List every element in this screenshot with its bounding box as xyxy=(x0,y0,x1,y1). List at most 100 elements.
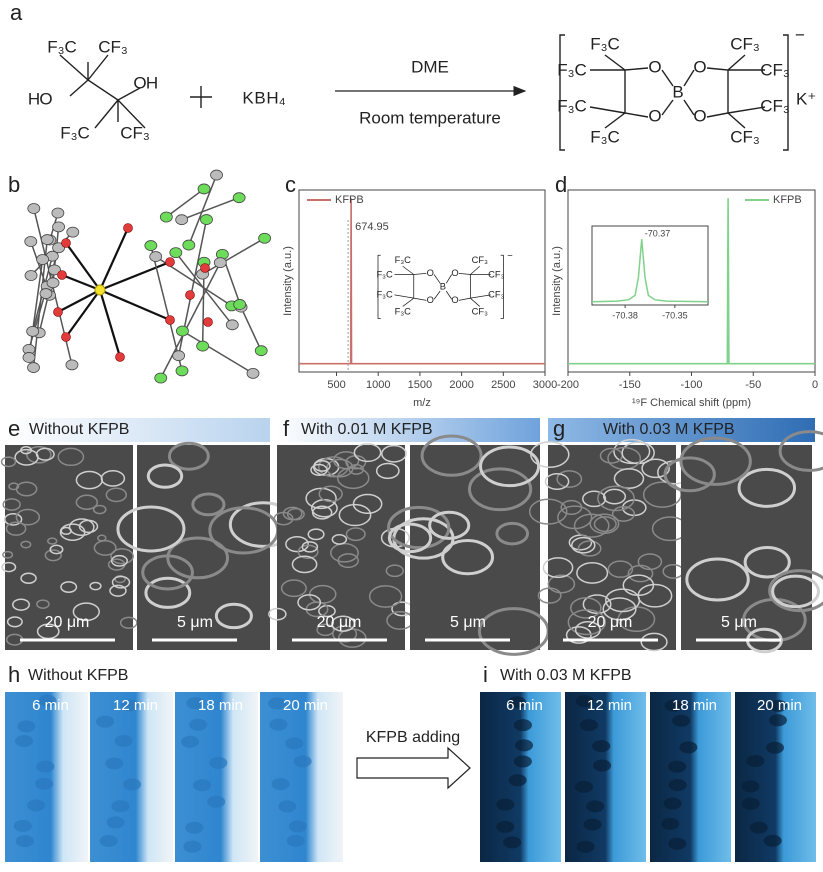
sem-texture xyxy=(166,536,230,580)
reagent-atom: H₄ xyxy=(266,88,285,107)
sem-texture xyxy=(743,545,791,579)
sem-texture xyxy=(60,581,78,593)
atom xyxy=(48,264,61,276)
sem-texture xyxy=(268,607,287,621)
optical-texture xyxy=(207,795,226,808)
optical-texture xyxy=(668,778,687,791)
product-group: F₃C xyxy=(590,127,620,146)
inset-peak-label: -70.37 xyxy=(645,228,671,238)
sem-texture xyxy=(637,583,673,608)
inset-x-tick-label: -70.35 xyxy=(662,310,688,320)
sem-texture xyxy=(381,444,407,463)
optical-texture xyxy=(193,779,212,792)
reactant-bonds xyxy=(59,54,212,129)
process-arrow-shape xyxy=(356,746,471,790)
sem-texture xyxy=(611,505,636,522)
x-axis-label: m/z xyxy=(413,397,431,409)
optical-texture xyxy=(575,780,594,793)
x-tick-label: 3000 xyxy=(533,379,557,391)
atom xyxy=(210,169,223,181)
sem-texture xyxy=(105,487,127,503)
sem-texture xyxy=(479,445,541,488)
sem-texture xyxy=(109,584,127,597)
optical-texture xyxy=(593,759,612,772)
reactant-atom: H xyxy=(146,73,158,92)
x-tick-label: 0 xyxy=(812,379,818,391)
oxygen-atom xyxy=(165,315,175,325)
atom xyxy=(22,352,36,363)
time-label: 20 min xyxy=(757,697,802,714)
sem-texture xyxy=(428,510,471,540)
sem-texture xyxy=(93,540,117,556)
time-label: 18 min xyxy=(672,697,717,714)
optical-texture xyxy=(13,819,32,832)
sem-texture xyxy=(602,597,637,621)
bond xyxy=(99,288,171,322)
product-oxygen: O xyxy=(648,106,661,125)
sem-title: Without KFPB xyxy=(29,421,129,438)
crystal-structure xyxy=(22,169,272,384)
sem-texture xyxy=(285,535,309,553)
sem-texture xyxy=(20,572,37,584)
sem-texture xyxy=(737,467,797,508)
sem-texture xyxy=(332,625,358,643)
sem-texture xyxy=(582,490,607,508)
sem-texture xyxy=(310,463,328,476)
atom xyxy=(40,234,54,245)
sem-texture xyxy=(420,434,483,477)
optical-image xyxy=(565,692,646,862)
optical-texture xyxy=(111,800,130,813)
optical-texture xyxy=(769,699,788,712)
sem-texture xyxy=(385,564,404,578)
optical-image xyxy=(650,692,731,862)
optical-image xyxy=(5,692,88,862)
product-group: CF₃ xyxy=(730,127,760,146)
sem-texture xyxy=(36,599,50,609)
optical-texture xyxy=(15,734,34,747)
atom xyxy=(26,325,40,337)
sem-texture xyxy=(467,467,533,512)
bond xyxy=(188,174,218,246)
reactant-atom: CF₃ xyxy=(98,37,128,56)
optical-texture xyxy=(106,816,125,829)
atom xyxy=(149,251,163,262)
optical-texture xyxy=(96,715,115,728)
sem-texture xyxy=(331,615,356,632)
sem-texture xyxy=(556,470,583,488)
sem-title: With 0.03 M KFPB xyxy=(603,421,735,438)
optical-texture xyxy=(209,756,228,769)
optical-texture xyxy=(663,797,682,810)
optical-texture xyxy=(15,835,34,848)
optical-texture xyxy=(36,760,55,773)
optical-texture xyxy=(668,760,687,773)
sem-texture xyxy=(331,533,348,545)
atom xyxy=(144,240,158,251)
optical-texture xyxy=(278,800,297,813)
sem-texture xyxy=(330,542,359,563)
panel-label: c xyxy=(285,172,296,197)
reactant-atom: F₃C xyxy=(60,123,90,142)
sem-texture xyxy=(607,560,634,578)
optical-texture xyxy=(123,778,142,791)
sem-texture xyxy=(280,579,307,598)
atom xyxy=(36,254,49,265)
product-bonds xyxy=(559,34,789,151)
x-tick-label: -100 xyxy=(680,379,702,391)
atom xyxy=(66,226,80,238)
atom xyxy=(175,214,189,226)
atom xyxy=(24,236,38,247)
atom xyxy=(27,362,40,373)
optical-texture xyxy=(271,778,290,791)
sem-texture xyxy=(582,594,612,615)
atom xyxy=(200,214,213,225)
optical-texture xyxy=(679,741,698,754)
sem-texture xyxy=(68,518,95,536)
sem-texture xyxy=(5,521,27,536)
spectrum-line xyxy=(299,198,545,365)
sem-texture xyxy=(567,609,607,636)
sem-texture xyxy=(318,485,343,503)
panel-label: e xyxy=(8,416,20,441)
optical-texture xyxy=(507,696,526,709)
images xyxy=(0,418,823,862)
sem-texture xyxy=(345,527,366,542)
